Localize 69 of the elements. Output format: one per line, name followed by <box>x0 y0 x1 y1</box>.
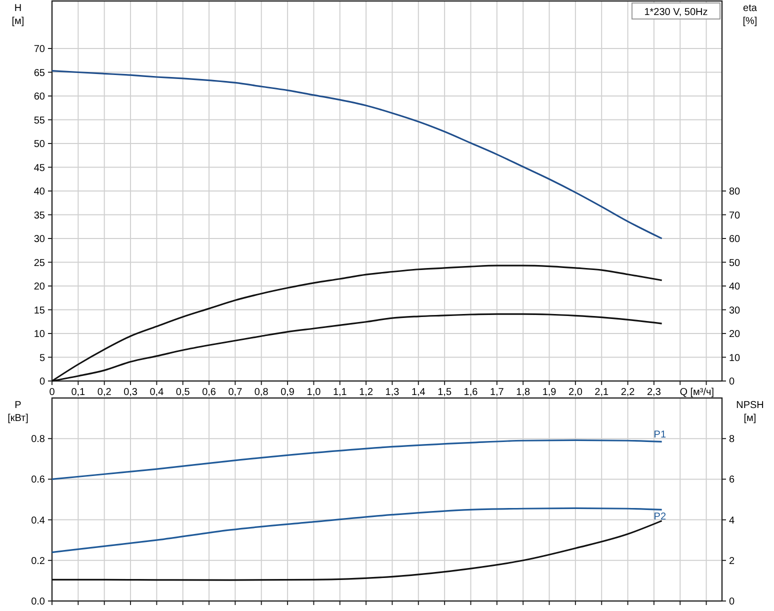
y-tick-label: 0 <box>39 376 46 388</box>
y2-tick-label: 20 <box>729 329 741 340</box>
x-tick-label: 0,7 <box>228 387 243 398</box>
x-tick-label: 2,0 <box>568 387 583 398</box>
y2-tick-label: 10 <box>729 352 741 364</box>
x-tick-label: 1,0 <box>306 387 322 398</box>
y-tick-label: 70 <box>34 44 46 55</box>
x-tick-label: 1,7 <box>490 387 504 398</box>
y-tick-label: 15 <box>34 305 46 316</box>
y-tick-label: 65 <box>34 68 46 79</box>
y2-axis-title: NPSH [м] <box>736 400 764 424</box>
line-series <box>51 70 663 240</box>
y-tick-label: 40 <box>34 186 46 198</box>
y-tick-label: 30 <box>34 234 46 245</box>
y-tick-label: 50 <box>34 139 46 150</box>
x-tick-label: 1,6 <box>464 387 478 398</box>
x-tick-label: 0,2 <box>97 387 112 398</box>
y2-tick-label: 80 <box>729 186 741 198</box>
y-tick-label: 5 <box>39 352 46 364</box>
y2-tick-label: 70 <box>729 210 741 222</box>
y2-tick-label: 50 <box>729 258 741 269</box>
y-tick-label: 0.0 <box>31 596 46 608</box>
series-label: P2 <box>654 512 666 523</box>
x-tick-label: 1,8 <box>516 387 530 398</box>
y-tick-label: 55 <box>34 115 46 126</box>
y2-tick-label: 8 <box>729 434 735 446</box>
annotation: 1*230 V, 50Hz <box>644 7 708 18</box>
x-tick-label: 1,9 <box>542 387 557 398</box>
x-tick-label: 1,2 <box>359 387 374 398</box>
y2-tick-label: 40 <box>729 282 741 292</box>
y-tick-label: 0.4 <box>31 515 46 526</box>
y-tick-label: 0.8 <box>31 434 46 446</box>
y-tick-label: 20 <box>34 282 46 292</box>
y2-tick-label: 30 <box>729 305 741 316</box>
y-axis-title: P [кВт] <box>8 400 29 424</box>
y-tick-label: 35 <box>34 210 46 222</box>
x-tick-label: 0,5 <box>176 387 190 398</box>
x-tick-label: 2,1 <box>594 387 609 398</box>
x-tick-label: 0 <box>49 387 56 398</box>
y-tick-label: 25 <box>34 258 46 269</box>
x-tick-label: 2,3 <box>647 387 662 398</box>
y2-axis-title: eta [%] <box>742 3 758 27</box>
y2-tick-label: 60 <box>729 234 741 245</box>
x-tick-label: 0,8 <box>254 387 269 398</box>
x-tick-label: 0,9 <box>280 387 295 398</box>
x-tick-label: 1,5 <box>438 387 452 398</box>
series-label: P1 <box>654 430 666 441</box>
line-series <box>51 439 663 480</box>
y-tick-label: 0.6 <box>31 474 46 486</box>
y2-tick-label: 4 <box>729 515 735 526</box>
line-series <box>51 520 663 581</box>
y-tick-label: 60 <box>34 92 46 102</box>
y2-tick-label: 2 <box>729 556 735 567</box>
x-tick-label: 1,3 <box>385 387 400 398</box>
x-tick-label: 1,4 <box>411 387 426 398</box>
x-tick-label: 0,4 <box>150 387 164 398</box>
x-tick-label: 1,1 <box>332 387 348 398</box>
x-tick-label: 0,1 <box>71 387 86 398</box>
y2-tick-label: 0 <box>729 596 735 608</box>
y2-tick-label: 6 <box>729 474 735 486</box>
y-axis-title: H [м] <box>12 3 24 27</box>
y-tick-label: 10 <box>34 329 46 340</box>
y-tick-label: 0.2 <box>31 556 46 567</box>
x-tick-label: 2,2 <box>620 387 636 398</box>
y-tick-label: 45 <box>34 162 46 174</box>
x-tick-label: 0,6 <box>202 387 216 398</box>
x-axis-title: Q [м³/ч] <box>680 387 714 398</box>
y2-tick-label: 0 <box>729 376 735 388</box>
x-tick-label: 0,3 <box>124 387 138 398</box>
